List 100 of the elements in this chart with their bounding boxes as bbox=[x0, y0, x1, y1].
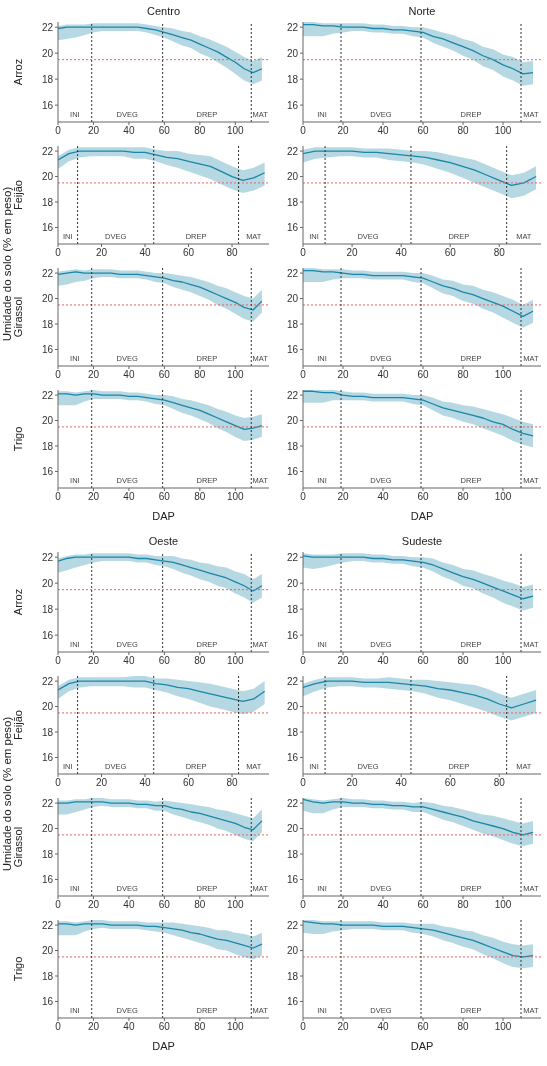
y-tick-label: 20 bbox=[286, 47, 299, 59]
y-tick-label: 18 bbox=[41, 603, 54, 615]
chart-title: Oeste bbox=[147, 535, 180, 547]
x-tick-label: 100 bbox=[226, 1021, 245, 1033]
text: Umidade do solo (% em peso) bbox=[1, 186, 13, 342]
y-tick-label: 20 bbox=[286, 415, 299, 427]
x-tick-label: 80 bbox=[493, 247, 506, 259]
x-tick-label: 0 bbox=[300, 369, 307, 381]
y-tick-label: 18 bbox=[286, 603, 299, 615]
x-tick-label: 60 bbox=[417, 369, 429, 381]
x-tick-label: 100 bbox=[494, 125, 512, 137]
y-tick-label: 16 bbox=[41, 874, 54, 885]
x-tick-label: 80 bbox=[194, 369, 206, 381]
y-tick-label: 20 bbox=[286, 701, 299, 713]
y-tick-label: 18 bbox=[286, 848, 299, 860]
x-tick-label: 20 bbox=[87, 369, 100, 381]
y-tick-label: 20 bbox=[41, 47, 54, 59]
x-tick-label: 60 bbox=[158, 125, 171, 137]
y-tick-label: 16 bbox=[286, 752, 299, 763]
x-tick-label: 60 bbox=[444, 247, 457, 259]
x-tick-label: 20 bbox=[87, 655, 100, 667]
y-tick-label: 18 bbox=[286, 73, 299, 85]
y-tick-label: 20 bbox=[41, 415, 54, 427]
x-tick-label: 60 bbox=[158, 1021, 171, 1033]
x-tick-label: 100 bbox=[494, 1021, 512, 1033]
x-tick-label: 20 bbox=[337, 655, 349, 667]
x-tick-label: 20 bbox=[346, 247, 359, 259]
y-tick-label: 18 bbox=[286, 970, 299, 982]
x-tick-label: 20 bbox=[87, 1021, 100, 1033]
x-tick-label: 40 bbox=[123, 655, 135, 667]
y-tick-label: 20 bbox=[41, 945, 54, 957]
x-tick-label: 20 bbox=[337, 491, 349, 503]
x-tick-label: 20 bbox=[95, 777, 108, 789]
y-tick-label: 20 bbox=[41, 171, 54, 183]
x-tick-label: 0 bbox=[300, 125, 307, 137]
x-tick-label: 40 bbox=[377, 369, 389, 381]
x-tick-label: 40 bbox=[123, 125, 135, 137]
y-tick-label: 18 bbox=[41, 726, 54, 738]
x-tick-label: 80 bbox=[493, 777, 506, 789]
y-tick-label: 22 bbox=[286, 797, 299, 809]
x-tick-label: 80 bbox=[226, 247, 239, 259]
y-tick-label: 16 bbox=[286, 222, 299, 233]
y-tick-label: 22 bbox=[286, 919, 299, 931]
y-tick-label: 20 bbox=[286, 293, 299, 305]
text: Umidade do solo (% em peso) bbox=[1, 716, 13, 872]
y-tick-label: 20 bbox=[286, 171, 299, 183]
x-tick-label: 80 bbox=[194, 125, 206, 137]
x-tick-label: 80 bbox=[457, 655, 469, 667]
y-axis-title: Trigo bbox=[11, 956, 24, 982]
x-tick-label: 60 bbox=[158, 491, 171, 503]
y-tick-label: 22 bbox=[286, 675, 299, 687]
x-tick-label: 20 bbox=[87, 899, 100, 911]
chart-title: Centro bbox=[146, 5, 181, 17]
y-tick-label: 22 bbox=[41, 797, 54, 809]
y-tick-label: 20 bbox=[286, 945, 299, 957]
x-tick-label: 60 bbox=[417, 899, 429, 911]
x-tick-label: 40 bbox=[395, 247, 408, 259]
x-tick-label: 20 bbox=[337, 1021, 349, 1033]
y-tick-label: 22 bbox=[286, 267, 299, 279]
x-tick-label: 100 bbox=[494, 899, 512, 911]
y-tick-label: 22 bbox=[41, 267, 54, 279]
x-tick-label: 100 bbox=[494, 491, 512, 503]
y-tick-label: 20 bbox=[286, 823, 299, 835]
x-tick-label: 20 bbox=[337, 899, 349, 911]
y-tick-label: 22 bbox=[286, 145, 299, 157]
x-tick-label: 60 bbox=[158, 899, 171, 911]
x-tick-label: 0 bbox=[300, 899, 307, 911]
x-axis-title: DAP bbox=[410, 1040, 434, 1052]
x-tick-label: 0 bbox=[300, 491, 307, 503]
y-tick-label: 16 bbox=[41, 629, 54, 641]
x-tick-label: 20 bbox=[95, 247, 108, 259]
x-tick-label: 0 bbox=[300, 247, 307, 259]
x-tick-label: 0 bbox=[55, 247, 62, 259]
x-tick-label: 40 bbox=[123, 1021, 135, 1033]
x-axis-title: DAP bbox=[152, 510, 175, 522]
x-tick-label: 0 bbox=[55, 1021, 62, 1033]
x-tick-label: 20 bbox=[337, 125, 349, 137]
y-tick-label: 16 bbox=[41, 466, 54, 477]
y-tick-label: 16 bbox=[41, 344, 54, 355]
x-tick-label: 0 bbox=[55, 491, 62, 503]
x-tick-label: 80 bbox=[226, 777, 239, 789]
y-tick-label: 18 bbox=[286, 440, 299, 452]
x-tick-label: 0 bbox=[55, 125, 62, 137]
x-tick-label: 60 bbox=[182, 247, 195, 259]
x-tick-label: 60 bbox=[417, 491, 429, 503]
y-tick-label: 20 bbox=[41, 293, 54, 305]
x-tick-label: 20 bbox=[337, 369, 349, 381]
y-tick-label: 18 bbox=[41, 196, 54, 208]
x-tick-label: 40 bbox=[139, 777, 152, 789]
y-tick-label: 18 bbox=[286, 196, 299, 208]
y-tick-label: 18 bbox=[41, 440, 54, 452]
y-tick-label: 22 bbox=[41, 551, 54, 563]
y-tick-label: 16 bbox=[41, 222, 54, 233]
y-tick-label: 22 bbox=[41, 145, 54, 157]
x-tick-label: 60 bbox=[158, 655, 171, 667]
x-tick-label: 40 bbox=[377, 899, 389, 911]
x-tick-label: 40 bbox=[123, 491, 135, 503]
y-tick-label: 16 bbox=[41, 752, 54, 763]
x-tick-label: 80 bbox=[194, 1021, 206, 1033]
x-tick-label: 60 bbox=[417, 655, 429, 667]
